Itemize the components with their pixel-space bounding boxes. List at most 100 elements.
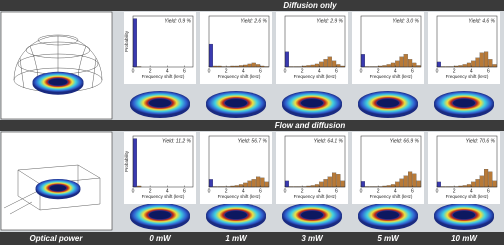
bar: [340, 180, 345, 188]
torus: [130, 203, 190, 230]
x-tick-label: 6: [411, 188, 414, 194]
x-tick-label: 4: [470, 68, 473, 74]
x-tick-label: 4: [394, 68, 397, 74]
x-axis-label: Frequency shift (kHz): [370, 74, 413, 79]
bar: [243, 182, 248, 188]
x-tick-label: 4: [166, 68, 169, 74]
x-axis-label: Frequency shift (kHz): [370, 194, 413, 199]
x-axis-label: Frequency shift (kHz): [218, 74, 261, 79]
torus: [282, 91, 342, 118]
bar: [284, 51, 289, 68]
x-tick-label: 2: [377, 68, 380, 74]
bar: [488, 59, 493, 68]
bar: [403, 54, 408, 68]
power-label: 0 mW: [149, 234, 172, 243]
bar: [386, 64, 391, 68]
yield-label: Yield: 66.9 %: [390, 138, 420, 144]
yield-label: Yield: 3.0 %: [392, 18, 419, 24]
power-labels: 0 mW 1 mW 3 mW 5 mW 10 mW: [149, 234, 478, 243]
torus: [358, 203, 418, 230]
panel: [200, 132, 272, 204]
x-tick-label: 6: [183, 68, 186, 74]
bar: [488, 171, 493, 188]
power-label: 3 mW: [301, 234, 324, 243]
bar: [479, 175, 484, 188]
yield-label: Yield: 56.7 %: [238, 138, 268, 144]
power-label: 10 mW: [451, 234, 478, 243]
bar: [132, 138, 137, 188]
x-tick-label: 0: [208, 68, 211, 74]
y-axis-label: Probability: [124, 150, 129, 172]
yield-label: Yield: 0.9 %: [164, 18, 191, 24]
bar: [436, 181, 441, 188]
plot-frame: [284, 135, 346, 188]
x-tick-label: 6: [259, 68, 262, 74]
bar: [466, 62, 471, 68]
x-axis-label: Frequency shift (kHz): [142, 194, 185, 199]
x-tick-label: 4: [470, 188, 473, 194]
x-tick-label: 4: [242, 68, 245, 74]
x-tick-label: 6: [183, 188, 186, 194]
bar: [264, 181, 269, 188]
bar: [471, 181, 476, 188]
bar: [412, 173, 417, 188]
power-label: 1 mW: [225, 234, 248, 243]
x-tick-label: 2: [377, 188, 380, 194]
bar: [408, 59, 413, 68]
bar: [471, 60, 476, 68]
bar: [319, 61, 324, 68]
x-tick-label: 2: [301, 68, 304, 74]
section-bar: [0, 120, 504, 131]
bar: [466, 184, 471, 188]
x-tick-label: 4: [318, 68, 321, 74]
bar: [403, 175, 408, 188]
torus: [434, 203, 494, 230]
x-tick-label: 6: [487, 68, 490, 74]
bar: [284, 180, 289, 188]
x-axis-label: Frequency shift (kHz): [446, 74, 489, 79]
yield-label: Yield: 64.1 %: [314, 138, 344, 144]
x-axis-label: Frequency shift (kHz): [294, 194, 337, 199]
bar: [336, 174, 341, 188]
bar: [314, 63, 319, 68]
bar: [247, 63, 252, 68]
torus: [35, 179, 81, 200]
bar: [484, 51, 489, 68]
section-bar: [0, 0, 504, 11]
bar: [208, 43, 213, 68]
x-tick-label: 4: [394, 188, 397, 194]
plot-frame: [208, 135, 270, 188]
x-tick-label: 0: [284, 68, 287, 74]
torus: [32, 71, 84, 95]
bar: [399, 178, 404, 188]
x-tick-label: 2: [225, 188, 228, 194]
flow-cell-wireframe: [3, 164, 101, 215]
bar: [492, 180, 497, 188]
bar: [336, 64, 341, 68]
bar: [360, 54, 365, 68]
yield-label: Yield: 70.6 %: [466, 138, 496, 144]
panel: [352, 132, 424, 204]
yield-label: Yield: 2.6 %: [240, 18, 267, 24]
bar: [395, 60, 400, 68]
bar: [256, 64, 261, 68]
x-tick-label: 6: [487, 188, 490, 194]
x-axis-label: Frequency shift (kHz): [142, 74, 185, 79]
bar: [390, 184, 395, 188]
bar: [243, 64, 248, 68]
torus: [434, 91, 494, 118]
x-axis-label: Frequency shift (kHz): [294, 74, 337, 79]
torus: [206, 91, 266, 118]
footer-label: Optical power: [30, 234, 84, 243]
panel: [428, 12, 500, 84]
x-tick-label: 6: [259, 188, 262, 194]
torus: [358, 91, 418, 118]
bar: [408, 171, 413, 188]
yield-label: Yield: 11.2 %: [162, 138, 192, 144]
